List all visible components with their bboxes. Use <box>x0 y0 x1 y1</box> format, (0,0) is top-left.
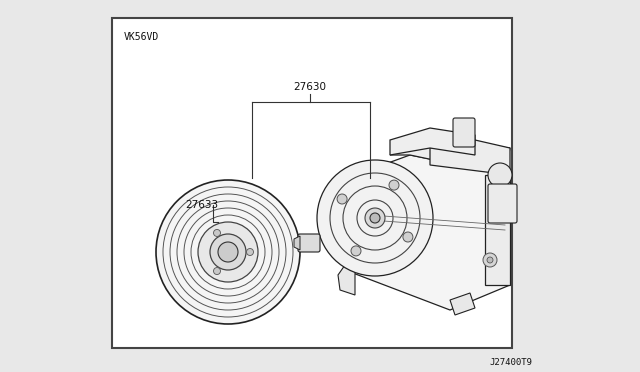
FancyBboxPatch shape <box>453 118 475 147</box>
Circle shape <box>156 180 300 324</box>
Circle shape <box>370 213 380 223</box>
Text: 27630: 27630 <box>294 82 326 92</box>
Circle shape <box>210 234 246 270</box>
Text: 27633: 27633 <box>185 200 218 210</box>
Circle shape <box>198 222 258 282</box>
Circle shape <box>337 194 347 204</box>
Polygon shape <box>338 265 355 295</box>
Circle shape <box>365 208 385 228</box>
Polygon shape <box>485 175 510 285</box>
Circle shape <box>487 257 493 263</box>
Circle shape <box>214 230 221 237</box>
Circle shape <box>403 232 413 242</box>
Circle shape <box>214 267 221 275</box>
Polygon shape <box>345 165 375 270</box>
Polygon shape <box>430 140 510 175</box>
Polygon shape <box>450 293 475 315</box>
Polygon shape <box>345 155 510 310</box>
Circle shape <box>389 180 399 190</box>
FancyBboxPatch shape <box>488 184 517 223</box>
Circle shape <box>218 242 238 262</box>
Circle shape <box>351 246 361 256</box>
Polygon shape <box>390 140 510 175</box>
Polygon shape <box>390 128 475 155</box>
Text: J27400T9: J27400T9 <box>489 358 532 367</box>
Circle shape <box>246 248 253 256</box>
Bar <box>112 18 512 348</box>
Text: VK56VD: VK56VD <box>124 32 159 42</box>
Polygon shape <box>294 236 300 250</box>
Circle shape <box>483 253 497 267</box>
Circle shape <box>317 160 433 276</box>
FancyBboxPatch shape <box>298 234 320 252</box>
Circle shape <box>488 163 512 187</box>
